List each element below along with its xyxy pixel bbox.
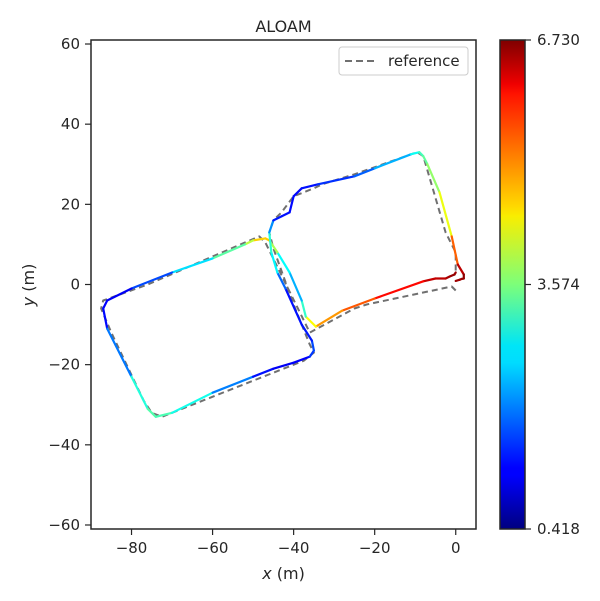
- trajectory-segment: [280, 211, 291, 218]
- trajectory-segment: [308, 349, 315, 358]
- trajectory-segment: [300, 299, 307, 318]
- trajectory-segment: [288, 195, 295, 214]
- trajectory-segment: [102, 299, 109, 310]
- trajectory-segment: [171, 391, 214, 414]
- y-tick-label: −20: [48, 356, 80, 374]
- trajectory-segment: [270, 251, 279, 274]
- trajectory-segment: [426, 163, 441, 194]
- trajectory-segment: [276, 271, 287, 290]
- y-tick-label: 40: [61, 115, 80, 133]
- trajectory-segment: [130, 271, 174, 290]
- x-tick-label: −20: [359, 539, 391, 557]
- colorbar-tick-label: 3.574: [537, 276, 580, 294]
- trajectory-segment: [292, 187, 303, 198]
- trajectory-segment: [450, 235, 459, 266]
- legend: reference: [338, 46, 469, 76]
- plot-area: [90, 39, 477, 530]
- trajectory-segment: [268, 231, 273, 254]
- trajectory-segment: [300, 183, 319, 190]
- trajectory-segment: [272, 215, 283, 222]
- trajectory-segment: [422, 277, 437, 283]
- x-tick-label: −80: [116, 539, 148, 557]
- trajectory-segment: [146, 407, 157, 418]
- colorbar-gradient: [499, 39, 526, 530]
- trajectory-segment: [454, 278, 461, 282]
- trajectory-segment: [353, 167, 376, 178]
- reference-line: [100, 151, 457, 418]
- colorbar-tick-label: 6.730: [537, 31, 580, 49]
- legend-reference-label: reference: [388, 52, 460, 70]
- trajectory-segment: [154, 411, 174, 418]
- trajectory-segment: [268, 219, 275, 234]
- trajectory-segment: [106, 327, 133, 378]
- colorbar-tick-label: 0.418: [537, 520, 580, 538]
- trajectory-segment: [456, 263, 465, 276]
- trajectory-segment: [438, 191, 453, 238]
- x-axis-label: x (m): [261, 564, 305, 583]
- trajectory-segment: [211, 375, 255, 394]
- chart-title: ALOAM: [255, 17, 311, 36]
- x-tick-label: −60: [197, 539, 229, 557]
- trajectory-segment: [211, 243, 247, 260]
- trajectory-segment: [130, 375, 149, 410]
- trajectory-segment: [288, 271, 303, 302]
- trajectory-segment: [276, 251, 291, 274]
- x-axis: −80 −60 −40 −20 0: [116, 529, 461, 557]
- trajectory-segment: [373, 280, 425, 300]
- trajectory-segment: [300, 323, 313, 342]
- trajectory-segment: [284, 287, 303, 326]
- trajectory-segment: [316, 175, 356, 186]
- trajectory-segment: [171, 257, 214, 274]
- trajectory-segment: [304, 315, 317, 328]
- y-tick-label: 0: [70, 276, 80, 294]
- y-axis: −60 −40 −20 0 20 40 60: [48, 35, 91, 534]
- y-tick-label: −60: [48, 516, 80, 534]
- trajectory-segment: [243, 239, 255, 246]
- trajectory-segment: [252, 237, 267, 242]
- legend-box: [338, 46, 469, 76]
- trajectory-segment: [102, 307, 109, 330]
- colorbar: 6.730 3.574 0.418: [499, 31, 580, 538]
- trajectory-segment: [314, 309, 344, 328]
- y-tick-label: 60: [61, 35, 80, 53]
- trajectory-segment: [272, 361, 295, 370]
- trajectory-segment: [106, 287, 133, 302]
- y-tick-label: −40: [48, 436, 80, 454]
- trajectory-segment: [422, 155, 429, 166]
- trajectory-segment: [373, 153, 413, 170]
- trajectory-segment: [292, 355, 311, 364]
- x-tick-label: −40: [278, 539, 310, 557]
- trajectory-segment: [410, 151, 421, 156]
- trajectory-segment: [252, 367, 275, 378]
- x-tick-label: 0: [451, 539, 461, 557]
- y-tick-label: 20: [61, 195, 80, 213]
- trajectory-segment: [341, 297, 376, 312]
- y-axis-label: y (m): [19, 264, 38, 308]
- trajectory-segment: [310, 339, 315, 352]
